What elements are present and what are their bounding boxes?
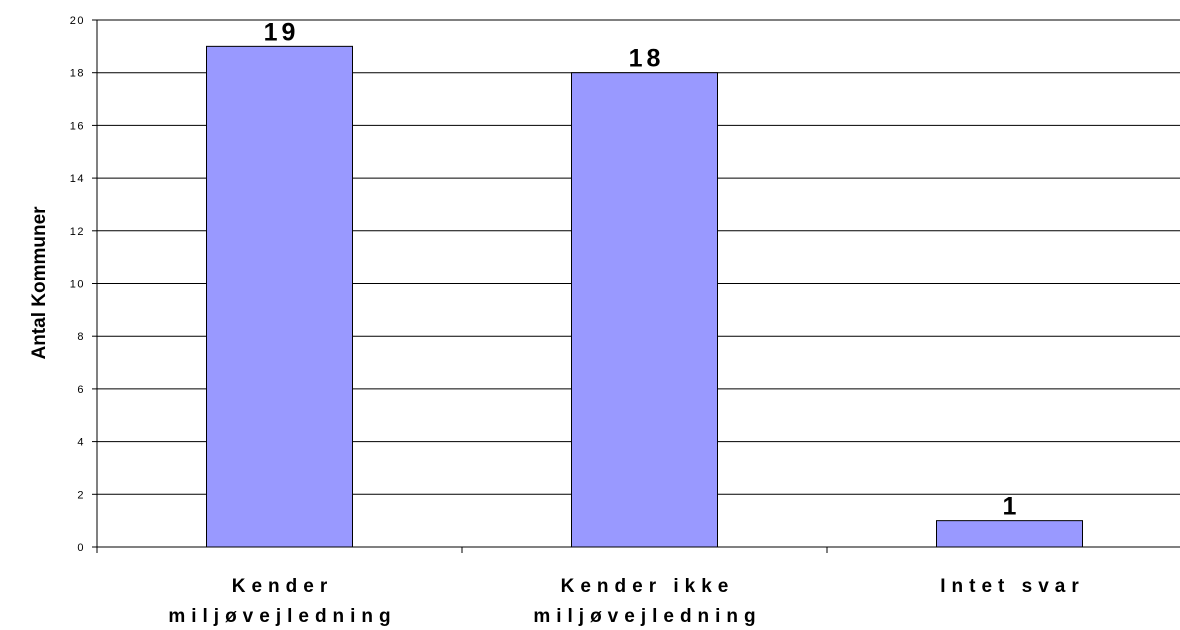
x-category-label: Kender — [232, 576, 333, 597]
labels: 0 2 4 6 8 10 12 14 16 18 20 19 Kender miljøvejledning… — [70, 15, 1084, 627]
x-category-label: Kender ikke — [561, 576, 735, 597]
bars — [206, 45, 1083, 548]
y-tick-label: 10 — [70, 279, 85, 291]
data-label: 1 — [1003, 493, 1021, 521]
y-tick-label: 18 — [70, 68, 85, 80]
y-tick-label: 4 — [77, 437, 85, 449]
axes — [92, 19, 1180, 553]
bar — [571, 72, 718, 548]
y-axis-title: Antal Kommuner — [29, 206, 50, 360]
bar — [206, 45, 353, 548]
y-tick-label: 12 — [70, 226, 85, 238]
data-label: 18 — [629, 45, 665, 73]
x-category-label: miljøvejledning — [533, 606, 761, 627]
data-label: 19 — [264, 18, 300, 46]
y-tick-label: 14 — [70, 173, 85, 185]
y-tick-label: 0 — [77, 542, 85, 554]
y-tick-label: 20 — [70, 15, 85, 27]
x-category-label: miljøvejledning — [168, 606, 396, 627]
y-tick-label: 2 — [77, 489, 85, 501]
y-tick-label: 16 — [70, 120, 85, 132]
y-tick-label: 8 — [77, 331, 85, 343]
bar — [936, 520, 1083, 548]
y-tick-label: 6 — [77, 384, 85, 396]
x-category-label: Intet svar — [940, 576, 1084, 597]
